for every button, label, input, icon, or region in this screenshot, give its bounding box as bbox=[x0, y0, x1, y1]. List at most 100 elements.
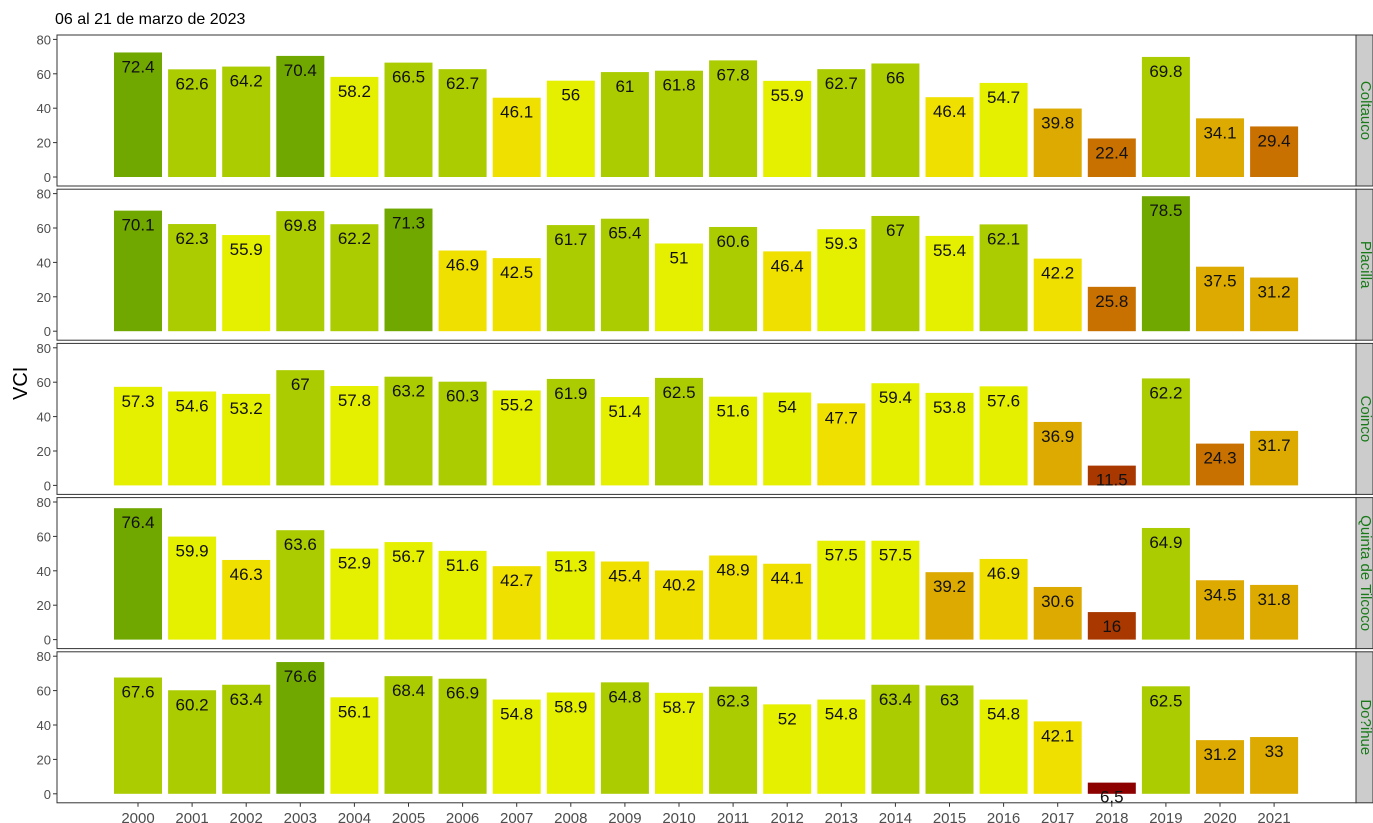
data-label: 62.1 bbox=[987, 229, 1020, 248]
bar-coinco-2015 bbox=[925, 392, 974, 486]
facet-label: Placilla bbox=[1357, 241, 1373, 289]
data-label: 63 bbox=[940, 690, 959, 709]
data-label: 59.3 bbox=[825, 234, 858, 253]
data-label: 6.5 bbox=[1100, 788, 1124, 807]
panel-border bbox=[56, 651, 1357, 804]
bar-coltauco-2009 bbox=[600, 72, 649, 177]
data-label: 46.4 bbox=[933, 102, 966, 121]
data-label: 66 bbox=[886, 68, 905, 87]
bar-do-ihue-2003 bbox=[276, 662, 325, 794]
bar-coinco-2002 bbox=[222, 393, 271, 486]
bar-coinco-2000 bbox=[114, 386, 162, 486]
bar-do-ihue-2012 bbox=[763, 704, 812, 794]
data-label: 46.9 bbox=[446, 256, 479, 275]
data-label: 68.4 bbox=[392, 681, 425, 700]
data-label: 60.6 bbox=[717, 232, 750, 251]
bar-coinco-2019 bbox=[1141, 378, 1190, 486]
bar-coinco-2003 bbox=[276, 370, 325, 486]
data-label: 57.3 bbox=[121, 392, 154, 411]
bar-placilla-2015 bbox=[925, 235, 974, 332]
y-tick-label: 20 bbox=[37, 290, 51, 305]
y-tick-label: 60 bbox=[37, 67, 51, 82]
data-label: 36.9 bbox=[1041, 427, 1074, 446]
data-label: 51 bbox=[670, 248, 689, 267]
data-label: 60.2 bbox=[176, 695, 209, 714]
data-label: 40.2 bbox=[662, 575, 695, 594]
data-label: 62.7 bbox=[446, 74, 479, 93]
x-tick-label: 2017 bbox=[1041, 810, 1074, 823]
bar-coltauco-2004 bbox=[330, 76, 379, 177]
facet-strip bbox=[1355, 342, 1373, 495]
data-label: 31.8 bbox=[1258, 590, 1291, 609]
data-label: 57.8 bbox=[338, 391, 371, 410]
data-label: 54 bbox=[778, 398, 797, 417]
y-tick-label: 60 bbox=[37, 529, 51, 544]
bar-coltauco-2008 bbox=[546, 80, 595, 177]
data-label: 44.1 bbox=[771, 569, 804, 588]
bar-placilla-2020 bbox=[1196, 266, 1244, 332]
data-label: 46.1 bbox=[500, 103, 533, 122]
data-label: 54.7 bbox=[987, 88, 1020, 107]
data-label: 46.3 bbox=[230, 565, 263, 584]
bar-coinco-2006 bbox=[438, 381, 487, 486]
bar-do-ihue-2002 bbox=[222, 684, 271, 794]
y-tick-label: 20 bbox=[37, 598, 51, 613]
bar-coinco-2011 bbox=[709, 396, 758, 486]
x-tick-label: 2021 bbox=[1257, 810, 1290, 823]
data-label: 54.6 bbox=[176, 396, 209, 415]
bar-coltauco-2016 bbox=[979, 82, 1028, 177]
data-label: 54.8 bbox=[500, 705, 533, 724]
bar-quinta-de-tilcoco-2006 bbox=[438, 550, 487, 640]
data-label: 46.9 bbox=[987, 564, 1020, 583]
y-tick-label: 80 bbox=[37, 32, 51, 47]
bar-quinta-de-tilcoco-2008 bbox=[546, 551, 595, 640]
data-label: 62.5 bbox=[662, 383, 695, 402]
bar-quinta-de-tilcoco-2011 bbox=[709, 555, 758, 640]
bar-placilla-2004 bbox=[330, 224, 379, 332]
x-tick-label: 2020 bbox=[1203, 810, 1236, 823]
data-label: 54.8 bbox=[825, 705, 858, 724]
bar-coltauco-2017 bbox=[1033, 108, 1082, 177]
data-label: 62.3 bbox=[717, 692, 750, 711]
bar-do-ihue-2000 bbox=[114, 677, 162, 794]
bar-coltauco-2012 bbox=[763, 80, 812, 177]
data-label: 62.7 bbox=[825, 74, 858, 93]
bar-do-ihue-2020 bbox=[1196, 740, 1244, 794]
data-label: 53.8 bbox=[933, 398, 966, 417]
bar-coinco-2017 bbox=[1033, 421, 1082, 486]
data-label: 76.4 bbox=[121, 513, 154, 532]
y-tick-label: 0 bbox=[44, 324, 51, 339]
facet-strip bbox=[1355, 497, 1373, 650]
bar-placilla-2001 bbox=[168, 224, 217, 332]
x-tick-label: 2001 bbox=[175, 810, 208, 823]
bar-coltauco-2013 bbox=[817, 69, 866, 177]
bar-quinta-de-tilcoco-2013 bbox=[817, 540, 866, 640]
y-tick-label: 40 bbox=[37, 255, 51, 270]
y-tick-label: 80 bbox=[37, 649, 51, 664]
facet-label: Quinta de Tilcoco bbox=[1357, 515, 1373, 631]
facet-label: Coinco bbox=[1357, 396, 1373, 443]
data-label: 58.7 bbox=[662, 698, 695, 717]
data-label: 31.2 bbox=[1203, 745, 1236, 764]
panel-border bbox=[56, 497, 1357, 650]
data-label: 51.4 bbox=[608, 402, 641, 421]
bar-do-ihue-2004 bbox=[330, 697, 379, 794]
bar-coltauco-2020 bbox=[1196, 118, 1244, 177]
data-label: 62.6 bbox=[176, 74, 209, 93]
y-tick-label: 60 bbox=[37, 375, 51, 390]
data-label: 61.9 bbox=[554, 384, 587, 403]
data-label: 62.2 bbox=[338, 229, 371, 248]
bar-coinco-2014 bbox=[871, 383, 920, 486]
data-label: 56.7 bbox=[392, 547, 425, 566]
y-tick-label: 0 bbox=[44, 170, 51, 185]
bar-coinco-2004 bbox=[330, 385, 379, 486]
x-tick-label: 2011 bbox=[717, 810, 749, 823]
y-tick-label: 60 bbox=[37, 684, 51, 699]
data-label: 63.2 bbox=[392, 382, 425, 401]
data-label: 62.3 bbox=[176, 229, 209, 248]
bar-quinta-de-tilcoco-2015 bbox=[925, 572, 974, 640]
bar-placilla-2000 bbox=[114, 210, 162, 332]
data-label: 31.2 bbox=[1258, 283, 1291, 302]
data-label: 76.6 bbox=[284, 667, 317, 686]
